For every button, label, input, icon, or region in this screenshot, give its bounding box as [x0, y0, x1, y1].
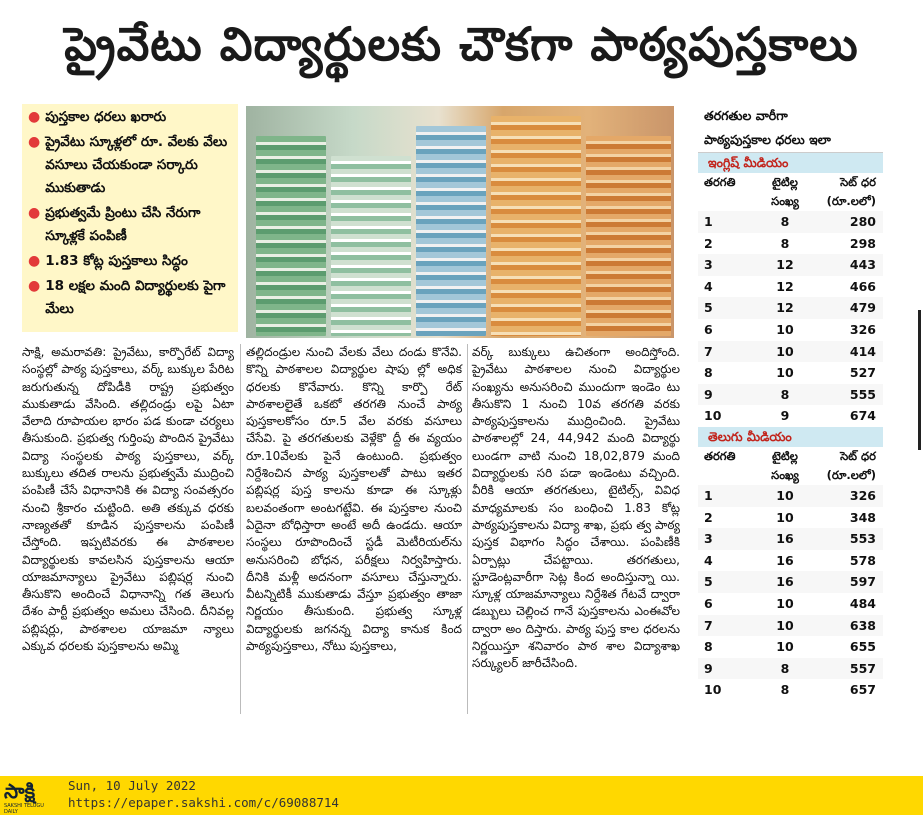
column-divider	[240, 344, 241, 714]
highlights-box: ● పుస్తకాల ధరలు ఖరారు ● ప్రైవేటు స్కూళ్లలో…	[22, 104, 238, 332]
table-row: 9 8 557	[698, 657, 883, 680]
table-title: తరగతుల వారీగా పాఠ్యపుస్తకాల ధరలు ఇలా	[698, 104, 883, 153]
table-header: తరగతి టైటిల్ల సంఖ్య సెట్ ధర (రూ.లలో)	[704, 448, 876, 482]
table-row: 6 10 326	[704, 321, 876, 337]
table-row: 1 8 280	[698, 211, 883, 233]
epaper-link[interactable]: https://epaper.sakshi.com/c/69088714	[68, 795, 339, 810]
footer-bar: సాక్షి SAKSHI TELUGU DAILY Sun, 10 July …	[0, 776, 923, 815]
highlight-item: ● 18 లక్షల మంది విద్యార్థులకు పైగా మేలు	[28, 275, 232, 321]
table-row: 3 16 553	[698, 528, 883, 550]
table-row: 1 10 326	[698, 484, 883, 507]
publish-date: Sun, 10 July 2022	[68, 778, 196, 793]
table-row: 4 12 466	[704, 278, 876, 294]
bullet-icon: ●	[28, 205, 41, 221]
article-text: వర్క్ బుక్కులు ఉచితంగా అందిస్తోంది. ప్రై…	[472, 345, 680, 671]
table-row: 5 16 597	[698, 571, 883, 593]
table-row: 7 10 414	[698, 340, 883, 363]
highlight-item: ● ప్రైవేటు స్కూళ్లలో రూ. వేలకు వేలు వసూలు…	[28, 131, 232, 200]
telugu-medium-label: తెలుగు మీడియం	[698, 426, 883, 447]
table-row: 2 10 348	[704, 509, 876, 525]
highlight-item: ● 1.83 కోట్ల పుస్తకాలు సిద్ధం	[28, 250, 232, 273]
sakshi-logo: సాక్షి SAKSHI TELUGU DAILY	[4, 779, 56, 815]
table-row: 5 12 479	[698, 297, 883, 319]
price-table: తరగతుల వారీగా పాఠ్యపుస్తకాల ధరలు ఇలా ఇంగ…	[698, 104, 883, 701]
table-row: 9 8 555	[698, 383, 883, 406]
highlight-text: 1.83 కోట్ల పుస్తకాలు సిద్ధం	[45, 253, 188, 269]
table-row: 10 9 674	[704, 408, 876, 424]
table-row: 10 8 657	[704, 682, 876, 698]
english-medium-label: ఇంగ్లిష్ మీడియం	[698, 153, 883, 173]
bullet-icon: ●	[28, 253, 41, 269]
article-text: సాక్షి, అమరావతి: ప్రైవేటు, కార్పొరేట్ వి…	[22, 345, 234, 654]
article-column-2: తల్లిదండ్రుల నుంచి వేలకు వేలు దండు కొనేవ…	[246, 344, 462, 655]
highlight-item: ● పుస్తకాల ధరలు ఖరారు	[28, 106, 232, 129]
article-text: తల్లిదండ్రుల నుంచి వేలకు వేలు దండు కొనేవ…	[246, 345, 462, 654]
highlight-item: ● ప్రభుత్వమే ప్రింటు చేసి నేరుగా స్కూళ్లక…	[28, 202, 232, 248]
table-row: 4 16 578	[704, 552, 876, 568]
table-row: 8 10 655	[704, 639, 876, 655]
headline: ప్రైవేటు విద్యార్థులకు చౌకగా పాఠ్యపుస్తక…	[64, 17, 859, 71]
article-column-1: సాక్షి, అమరావతి: ప్రైవేటు, కార్పొరేట్ వి…	[22, 344, 234, 655]
table-row: 7 10 638	[698, 614, 883, 637]
page-edge-bar	[918, 310, 921, 450]
table-row: 8 10 527	[704, 365, 876, 381]
telugu-rows: 1 10 326 2 10 348 3 16 553 4 16 578 5 16 597 6 10 48…	[698, 484, 883, 701]
column-divider	[467, 344, 468, 714]
textbooks-photo	[246, 106, 674, 338]
bullet-icon: ●	[28, 134, 41, 150]
table-header: తరగతి టైటిల్ల సంఖ్య సెట్ ధర (రూ.లలో)	[704, 175, 876, 208]
bullet-icon: ●	[28, 109, 41, 125]
highlight-text: ప్రైవేటు స్కూళ్లలో రూ. వేలకు వేలు వసూలు …	[45, 134, 228, 196]
highlight-text: పుస్తకాల ధరలు ఖరారు	[45, 109, 167, 125]
article-column-3: వర్క్ బుక్కులు ఉచితంగా అందిస్తోంది. ప్రై…	[472, 344, 680, 673]
highlight-text: ప్రభుత్వమే ప్రింటు చేసి నేరుగా స్కూళ్లకే…	[45, 205, 201, 244]
table-row: 3 12 443	[698, 254, 883, 276]
highlight-text: 18 లక్షల మంది విద్యార్థులకు పైగా మేలు	[45, 278, 226, 317]
bullet-icon: ●	[28, 278, 41, 294]
english-rows: 1 8 280 2 8 298 3 12 443 4 12 466 5 12 479 6 10 326 …	[698, 211, 883, 427]
table-row: 6 10 484	[704, 595, 876, 611]
table-row: 2 8 298	[704, 235, 876, 251]
